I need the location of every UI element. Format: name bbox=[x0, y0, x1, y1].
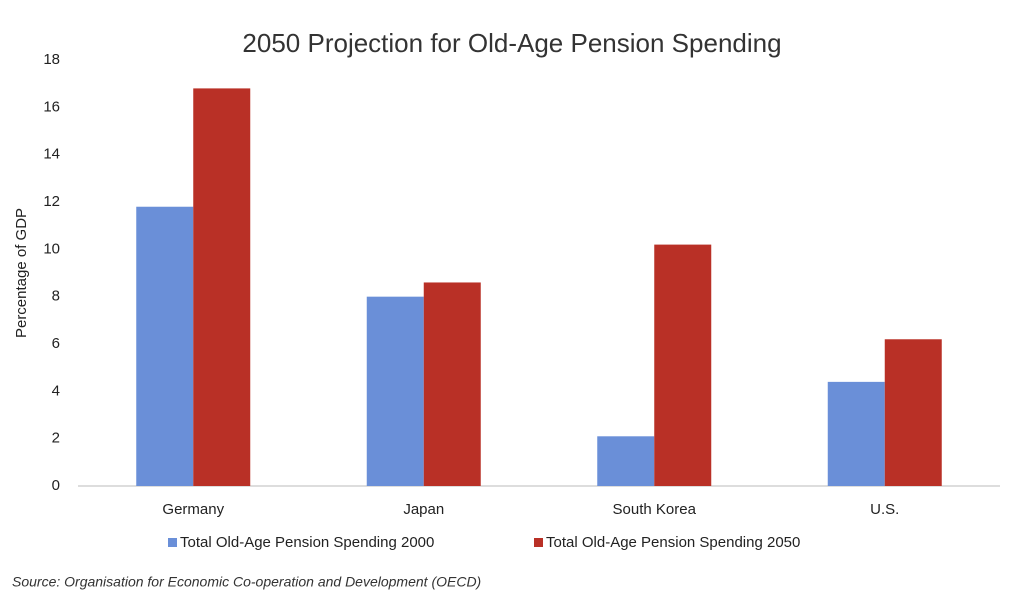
x-tick-label: Germany bbox=[162, 501, 224, 518]
bar bbox=[193, 88, 251, 487]
bar bbox=[827, 381, 885, 486]
bar bbox=[884, 339, 942, 486]
legend-swatch bbox=[168, 538, 177, 547]
bar bbox=[654, 244, 712, 486]
x-tick-label: South Korea bbox=[613, 501, 697, 518]
x-tick-label: U.S. bbox=[870, 501, 899, 518]
legend-swatch bbox=[534, 538, 543, 547]
y-tick-label: 2 bbox=[52, 430, 60, 447]
legend-label: Total Old-Age Pension Spending 2050 bbox=[546, 534, 800, 551]
source-note: Source: Organisation for Economic Co-ope… bbox=[12, 574, 481, 590]
y-tick-label: 0 bbox=[52, 477, 60, 494]
y-tick-label: 4 bbox=[52, 382, 60, 399]
bar bbox=[597, 436, 655, 486]
y-tick-label: 18 bbox=[43, 51, 60, 68]
y-tick-label: 16 bbox=[43, 98, 60, 115]
bar bbox=[366, 296, 424, 486]
bar bbox=[423, 282, 481, 486]
y-tick-label: 12 bbox=[43, 193, 60, 210]
x-tick-label: Japan bbox=[403, 501, 444, 518]
y-tick-label: 14 bbox=[43, 146, 60, 163]
y-tick-label: 6 bbox=[52, 335, 60, 352]
y-axis-label: Percentage of GDP bbox=[13, 208, 30, 338]
y-tick-label: 8 bbox=[52, 288, 60, 305]
y-tick-label: 10 bbox=[43, 240, 60, 257]
bar bbox=[136, 206, 194, 486]
chart-title: 2050 Projection for Old-Age Pension Spen… bbox=[242, 28, 781, 58]
legend-label: Total Old-Age Pension Spending 2000 bbox=[180, 534, 434, 551]
